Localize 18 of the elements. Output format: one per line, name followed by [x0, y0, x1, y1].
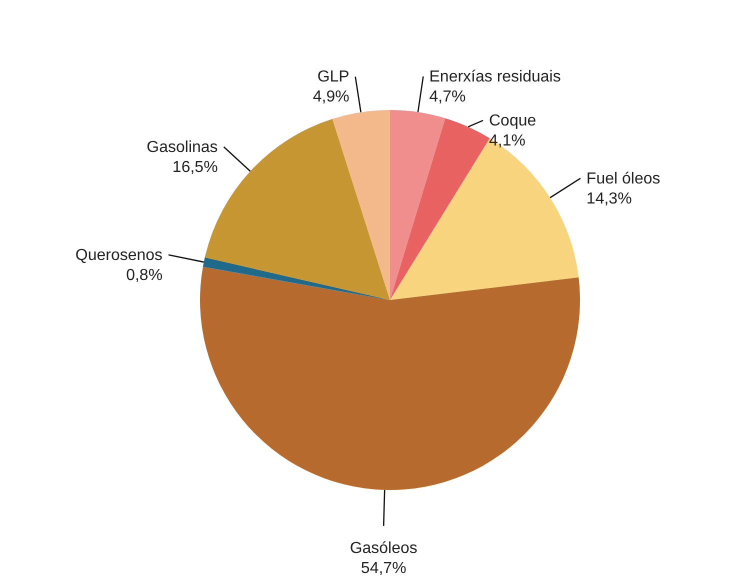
- data-label: 0,8%: [126, 266, 163, 284]
- pie-slice: [202, 257, 390, 300]
- pie-slice: [332, 110, 390, 300]
- slice-label: Enerxías residuais: [429, 68, 561, 86]
- pie-slice: [200, 266, 580, 490]
- slice-label: Gasóleos: [350, 540, 418, 557]
- slice-label: GLP: [317, 68, 350, 86]
- data-label: 14,3%: [586, 190, 632, 208]
- slice-label: Fuel óleos: [586, 170, 660, 188]
- slice-label: Querosenos: [75, 246, 163, 264]
- data-label: 4,7%: [429, 88, 466, 106]
- slice-label: Coque: [489, 112, 536, 130]
- slice-label: Gasolinas: [146, 138, 218, 156]
- pie-slice: [390, 110, 446, 300]
- data-label: 4,9%: [312, 88, 350, 106]
- data-label: 54,7%: [360, 560, 406, 576]
- data-label: 16,5%: [172, 158, 218, 176]
- pie-slice: [390, 118, 490, 300]
